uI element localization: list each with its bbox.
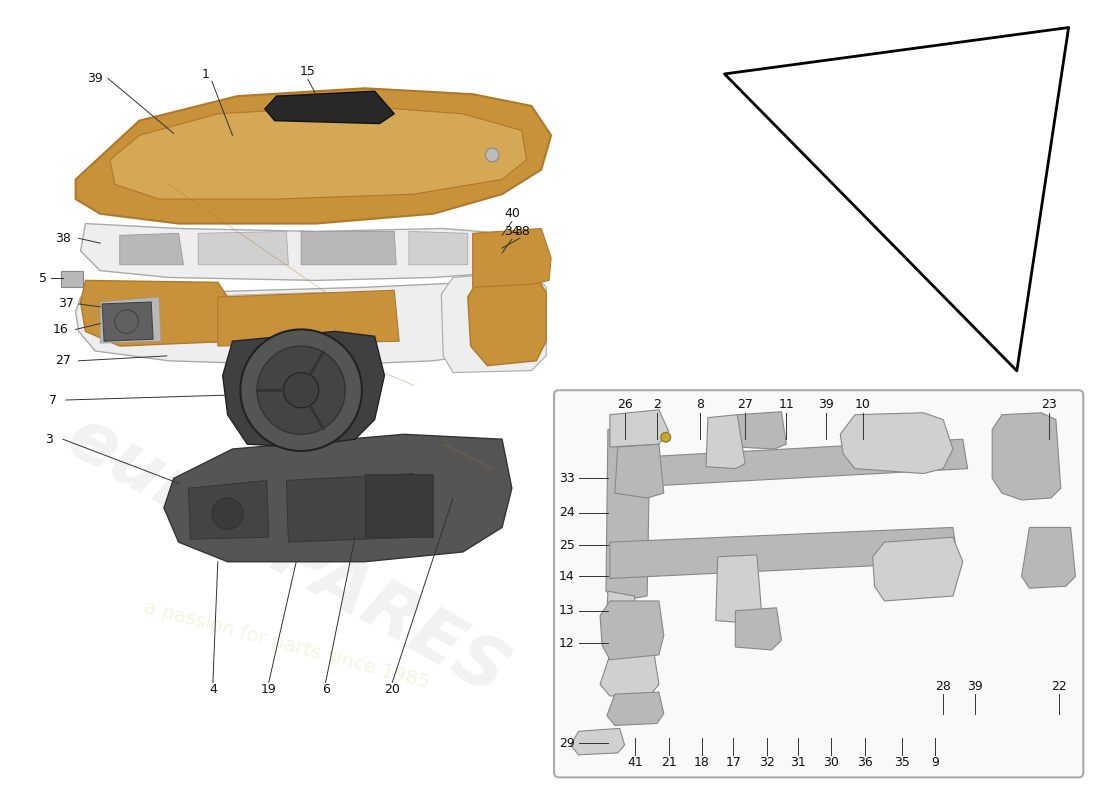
Polygon shape [80, 223, 512, 281]
Text: 10: 10 [855, 398, 871, 411]
Polygon shape [188, 480, 268, 539]
Text: 19: 19 [261, 682, 276, 696]
Polygon shape [164, 434, 512, 562]
Polygon shape [100, 297, 161, 343]
Text: 22: 22 [1050, 680, 1067, 693]
Polygon shape [474, 281, 547, 331]
Text: euroSPARES: euroSPARES [54, 402, 519, 711]
Text: 36: 36 [857, 756, 872, 769]
Text: 16: 16 [53, 323, 69, 336]
Text: 5: 5 [40, 272, 47, 285]
Text: 30: 30 [824, 756, 839, 769]
Text: 17: 17 [726, 756, 741, 769]
Polygon shape [120, 234, 184, 265]
Polygon shape [301, 231, 396, 265]
Polygon shape [571, 728, 625, 755]
Polygon shape [168, 292, 328, 343]
Text: 35: 35 [894, 756, 910, 769]
Polygon shape [736, 608, 781, 650]
Text: 14: 14 [559, 570, 574, 583]
Text: 31: 31 [790, 756, 806, 769]
Polygon shape [76, 88, 551, 223]
Text: 39: 39 [87, 72, 103, 85]
Polygon shape [601, 653, 659, 696]
Text: 27: 27 [55, 354, 70, 367]
Polygon shape [737, 412, 786, 449]
Polygon shape [60, 270, 82, 287]
Text: euroSPARES: euroSPARES [641, 374, 1010, 583]
Polygon shape [76, 282, 512, 366]
Polygon shape [606, 427, 649, 601]
Text: 25: 25 [559, 538, 574, 551]
Polygon shape [840, 413, 953, 474]
Text: 40: 40 [504, 207, 520, 220]
Polygon shape [609, 527, 958, 578]
Circle shape [257, 346, 345, 434]
Polygon shape [716, 555, 762, 623]
Polygon shape [473, 229, 551, 287]
Polygon shape [601, 601, 663, 660]
Polygon shape [365, 474, 433, 538]
Text: 32: 32 [759, 756, 774, 769]
Polygon shape [607, 692, 663, 726]
Text: 13: 13 [559, 604, 574, 618]
Text: 39: 39 [967, 680, 982, 693]
Polygon shape [286, 474, 416, 542]
Text: 29: 29 [559, 737, 574, 750]
Circle shape [240, 330, 362, 451]
Polygon shape [872, 538, 962, 601]
Polygon shape [110, 106, 527, 199]
Text: 26: 26 [617, 398, 632, 411]
Text: 27: 27 [737, 398, 754, 411]
Text: 18: 18 [694, 756, 710, 769]
Text: 39: 39 [817, 398, 834, 411]
Text: 2: 2 [653, 398, 661, 411]
Text: 9: 9 [932, 756, 939, 769]
Text: 21: 21 [661, 756, 676, 769]
Polygon shape [222, 331, 384, 447]
FancyBboxPatch shape [554, 390, 1084, 778]
Polygon shape [609, 439, 968, 488]
Text: 38: 38 [514, 225, 529, 238]
Circle shape [661, 432, 671, 442]
Polygon shape [102, 302, 153, 341]
Text: 15: 15 [300, 65, 316, 78]
Text: 24: 24 [559, 506, 574, 519]
Circle shape [485, 148, 499, 162]
Polygon shape [80, 281, 238, 346]
Polygon shape [609, 410, 669, 447]
Polygon shape [606, 591, 639, 645]
Text: 1: 1 [202, 68, 210, 81]
Text: 20: 20 [384, 682, 400, 696]
Polygon shape [468, 270, 547, 366]
Text: 8: 8 [696, 398, 704, 411]
Text: 12: 12 [559, 637, 574, 650]
Text: a passion for parts since 1985: a passion for parts since 1985 [142, 598, 431, 692]
Text: 3: 3 [45, 433, 53, 446]
Text: 28: 28 [935, 680, 952, 693]
Text: 37: 37 [58, 298, 74, 310]
Polygon shape [706, 414, 745, 469]
Text: 6: 6 [321, 682, 330, 696]
Text: 41: 41 [627, 756, 644, 769]
Polygon shape [615, 444, 663, 498]
Circle shape [284, 373, 319, 408]
Text: 23: 23 [1042, 398, 1057, 411]
Text: 33: 33 [559, 472, 574, 485]
Polygon shape [441, 270, 547, 373]
Text: 38: 38 [55, 232, 70, 245]
Polygon shape [992, 413, 1060, 500]
Polygon shape [198, 231, 288, 265]
Polygon shape [265, 91, 394, 123]
Text: 4: 4 [209, 682, 217, 696]
Circle shape [212, 498, 243, 530]
Text: 7: 7 [50, 394, 57, 406]
Text: 11: 11 [779, 398, 794, 411]
Polygon shape [409, 231, 468, 265]
Polygon shape [218, 290, 399, 346]
Text: a passion for parts since 1985: a passion for parts since 1985 [702, 516, 949, 598]
Text: 34: 34 [504, 225, 519, 238]
Polygon shape [1022, 527, 1076, 588]
